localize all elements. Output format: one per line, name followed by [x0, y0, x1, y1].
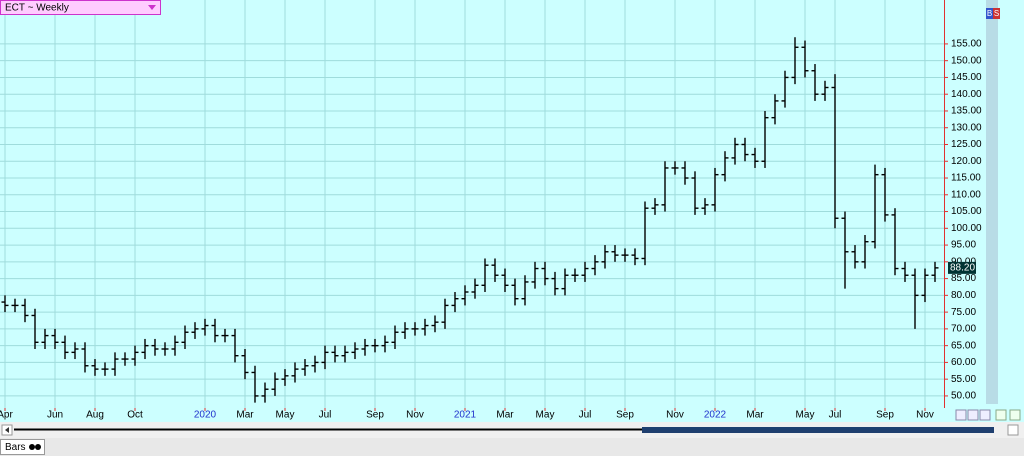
tool-button[interactable] [967, 409, 979, 421]
axis-background [944, 0, 1024, 408]
x-tick-label: Aug [86, 410, 104, 421]
x-tick-label: May [536, 410, 555, 421]
x-tick-label: Sep [876, 410, 894, 421]
scroll-thumb[interactable] [642, 427, 994, 433]
y-tick-label: 95.00 [951, 240, 976, 251]
tool-button[interactable] [995, 409, 1007, 421]
tab-bar [0, 438, 1024, 456]
bars-tab-label: Bars [5, 442, 26, 453]
x-tick-label: 2022 [704, 410, 727, 421]
last-price-box [948, 261, 976, 274]
y-tick-label: 125.00 [951, 139, 982, 150]
x-tick-label: Mar [236, 410, 254, 421]
tab-icon [35, 444, 41, 450]
x-tick-label: Oct [127, 410, 143, 421]
plot-background [0, 0, 944, 408]
sell-button[interactable] [993, 8, 1000, 19]
y-tick-label: 140.00 [951, 89, 982, 100]
x-tick-label: May [796, 410, 815, 421]
x-tick-label: Mar [746, 410, 764, 421]
scroll-right[interactable] [1007, 424, 1019, 436]
last-price-label: 88.20 [950, 263, 975, 274]
side-strip [986, 0, 998, 404]
x-tick-label: Jul [829, 410, 842, 421]
x-tick-label: Jun [47, 410, 63, 421]
y-tick-label: 60.00 [951, 357, 976, 368]
tab-icon [29, 444, 35, 450]
y-tick-label: 100.00 [951, 223, 982, 234]
sell-label: S [994, 9, 999, 18]
y-tick-label: 50.00 [951, 391, 976, 402]
tool-button[interactable] [979, 409, 991, 421]
x-tick-label: Sep [616, 410, 634, 421]
x-tick-label: Mar [496, 410, 514, 421]
y-tick-label: 130.00 [951, 122, 982, 133]
x-tick-label: Jul [319, 410, 332, 421]
scroll-left-arrow [5, 427, 9, 433]
y-tick-label: 145.00 [951, 72, 982, 83]
x-tick-label: 2020 [194, 410, 217, 421]
symbol-menu[interactable] [0, 0, 161, 15]
y-tick-label: 120.00 [951, 156, 982, 167]
x-tick-label: Nov [406, 410, 424, 421]
axes: 50.00 55.00 60.00 65.00 70.00 75.00 80.00 85.00… [0, 39, 982, 421]
y-tick-label: 135.00 [951, 106, 982, 117]
y-tick-label: 55.00 [951, 374, 976, 385]
buy-label: B [987, 9, 992, 18]
y-tick-label: 75.00 [951, 307, 976, 318]
bars [1, 37, 939, 403]
y-tick-label: 65.00 [951, 340, 976, 351]
x-tick-label: Apr [0, 410, 13, 421]
x-axis-band [0, 408, 1024, 422]
tool-button[interactable] [955, 409, 967, 421]
y-tick-label: 70.00 [951, 324, 976, 335]
y-tick-label: 85.00 [951, 273, 976, 284]
y-tick-label: 150.00 [951, 55, 982, 66]
x-tick-label: May [276, 410, 295, 421]
menu-arrow [148, 5, 156, 10]
x-tick-label: 2021 [454, 410, 477, 421]
symbol-menu-label: ECT ~ Weekly [5, 3, 69, 14]
x-tick-label: Sep [366, 410, 384, 421]
x-tick-label: Nov [666, 410, 684, 421]
y-tick-label: 115.00 [951, 173, 981, 184]
x-tick-label: Jul [579, 410, 592, 421]
buy-button[interactable] [986, 8, 993, 19]
y-tick-label: 155.00 [951, 39, 982, 50]
x-tick-label: Nov [916, 410, 934, 421]
y-tick-label: 105.00 [951, 206, 982, 217]
tool-button[interactable] [1009, 409, 1021, 421]
y-tick-label: 80.00 [951, 290, 976, 301]
bars-tab[interactable] [0, 439, 45, 455]
y-tick-label: 110.00 [951, 189, 981, 200]
